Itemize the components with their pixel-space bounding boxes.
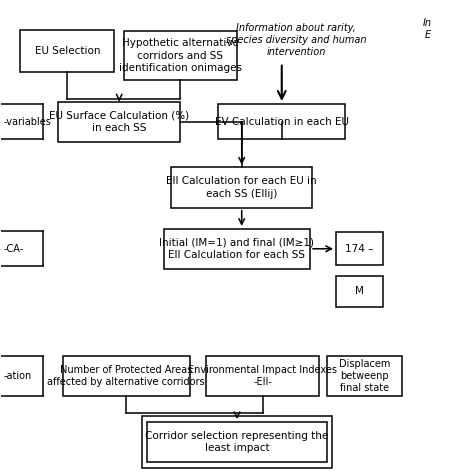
Bar	[218, 104, 346, 139]
Text: In
E: In E	[423, 18, 432, 40]
Bar	[206, 356, 319, 396]
Bar	[171, 167, 312, 208]
Text: Environmental Impact Indexes
-EII-: Environmental Impact Indexes -EII-	[189, 365, 337, 387]
Text: -variables: -variables	[4, 117, 52, 127]
Bar	[63, 356, 190, 396]
Text: EII Calculation for each EU in
each SS (EIIij): EII Calculation for each EU in each SS (…	[166, 176, 317, 199]
Text: -ation: -ation	[4, 371, 32, 381]
Bar	[164, 229, 310, 269]
Text: M: M	[355, 286, 364, 296]
Text: Initial (IM=1) and final (IM≥1)
EII Calculation for each SS: Initial (IM=1) and final (IM≥1) EII Calc…	[159, 237, 315, 260]
Text: EU Surface Calculation (%)
in each SS: EU Surface Calculation (%) in each SS	[49, 110, 189, 133]
Bar	[20, 30, 115, 72]
Text: Corridor selection representing the
least impact: Corridor selection representing the leas…	[146, 431, 328, 453]
Text: Number of Protected Areas
affected by alternative corridors: Number of Protected Areas affected by al…	[47, 365, 205, 387]
Bar	[58, 101, 181, 142]
Bar	[147, 422, 327, 462]
Text: -CA-: -CA-	[4, 244, 24, 254]
Text: Information about rarity,
species diversity and human
intervention: Information about rarity, species divers…	[226, 23, 366, 57]
Bar	[327, 356, 402, 396]
Text: 174 –: 174 –	[346, 244, 374, 254]
Bar	[336, 232, 383, 265]
Text: Displacem
betweenp
final state: Displacem betweenp final state	[338, 359, 390, 393]
Bar	[336, 276, 383, 307]
Text: EV Calculation in each EU: EV Calculation in each EU	[215, 117, 349, 127]
Bar	[142, 416, 332, 468]
Text: Hypothetic alternative
corridors and SS
identification onimages: Hypothetic alternative corridors and SS …	[119, 38, 242, 73]
Bar	[124, 31, 237, 80]
Text: EU Selection: EU Selection	[35, 46, 100, 56]
